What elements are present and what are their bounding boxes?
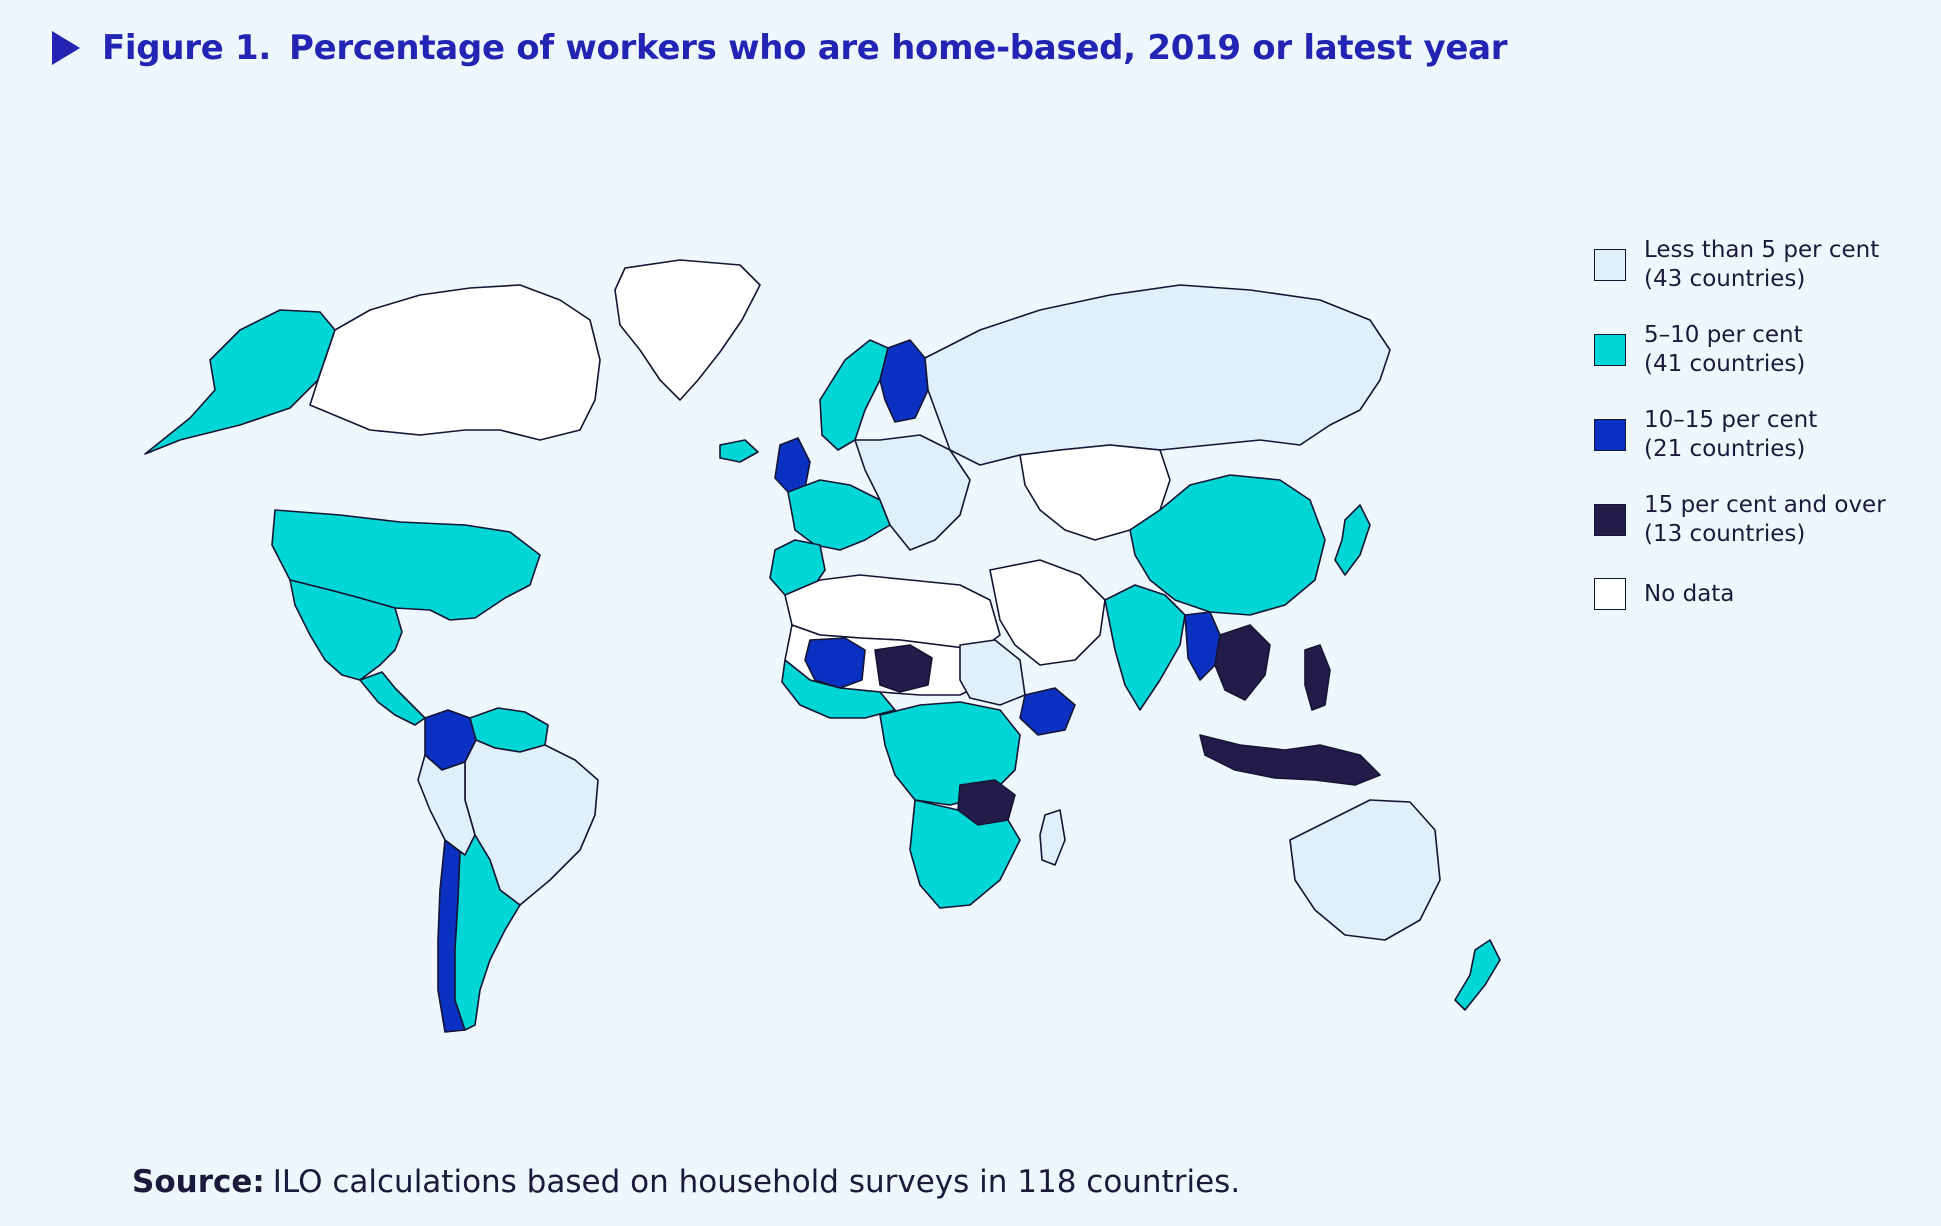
region-central-africa	[879, 701, 1021, 806]
legend-item-5-10: 5–10 per cent (41 countries)	[1594, 321, 1934, 381]
triangle-marker-icon	[52, 31, 80, 65]
region-ethiopia	[1019, 687, 1076, 736]
region-australia	[1289, 799, 1441, 941]
legend-item-10-15: 10–15 per cent (21 countries)	[1594, 406, 1934, 466]
region-western-europe	[787, 479, 891, 551]
figure-title: Figure 1. Percentage of workers who are h…	[102, 28, 1508, 68]
region-china	[1129, 474, 1326, 616]
region-new-zealand	[1454, 939, 1501, 1011]
legend-swatch	[1594, 504, 1626, 536]
legend-label: 15 per cent and over	[1644, 492, 1886, 518]
legend-item-under-5: Less than 5 per cent (43 countries)	[1594, 236, 1934, 296]
region-greenland	[614, 259, 761, 401]
region-southern-africa	[909, 799, 1021, 909]
region-argentina	[454, 834, 521, 1031]
figure-header: Figure 1. Percentage of workers who are h…	[52, 28, 1508, 68]
region-philippines	[1304, 644, 1331, 711]
legend-text: 10–15 per cent (21 countries)	[1644, 406, 1817, 464]
legend-text: 15 per cent and over (13 countries)	[1644, 491, 1886, 549]
legend-text: Less than 5 per cent (43 countries)	[1644, 236, 1879, 294]
region-indochina	[1214, 624, 1271, 701]
legend-item-no-data: No data	[1594, 576, 1934, 612]
legend-label: No data	[1644, 581, 1735, 607]
world-map	[144, 259, 1501, 1033]
source-text: ILO calculations based on household surv…	[272, 1164, 1241, 1200]
region-europe-east	[854, 434, 971, 551]
region-mali	[804, 637, 866, 689]
legend-text: No data	[1644, 580, 1734, 609]
source-label: Source:	[132, 1164, 265, 1200]
region-middle-east	[989, 559, 1106, 666]
region-japan	[1334, 504, 1371, 576]
region-madagascar	[1039, 809, 1066, 866]
region-iceland	[719, 439, 759, 463]
map-legend: Less than 5 per cent (43 countries) 5–10…	[1594, 236, 1934, 637]
region-sudan	[959, 639, 1026, 706]
legend-swatch	[1594, 249, 1626, 281]
legend-text: 5–10 per cent (41 countries)	[1644, 321, 1805, 379]
figure-title-text: Percentage of workers who are home-based…	[288, 28, 1508, 68]
legend-swatch	[1594, 419, 1626, 451]
legend-swatch	[1594, 334, 1626, 366]
region-mexico	[289, 579, 403, 681]
region-finland	[879, 339, 929, 423]
legend-count: (43 countries)	[1644, 266, 1806, 292]
region-uk-ireland	[774, 437, 811, 493]
region-indonesia	[1199, 734, 1381, 786]
region-russia	[924, 284, 1391, 466]
region-central-america	[359, 671, 426, 726]
legend-item-15-plus: 15 per cent and over (13 countries)	[1594, 491, 1934, 551]
legend-count: (13 countries)	[1644, 521, 1806, 547]
legend-label: Less than 5 per cent	[1644, 237, 1880, 263]
region-india	[1104, 584, 1186, 711]
legend-count: (41 countries)	[1644, 351, 1806, 377]
region-alaska	[144, 309, 336, 455]
legend-count: (21 countries)	[1644, 436, 1806, 462]
region-canada	[309, 284, 601, 441]
region-scandinavia	[819, 339, 889, 451]
legend-swatch	[1594, 578, 1626, 610]
region-west-africa-coast	[781, 659, 896, 719]
legend-label: 5–10 per cent	[1644, 322, 1803, 348]
region-niger	[874, 644, 933, 693]
figure-label: Figure 1.	[102, 28, 271, 68]
legend-label: 10–15 per cent	[1644, 407, 1818, 433]
source-note: Source: ILO calculations based on househo…	[132, 1164, 1240, 1200]
region-myanmar	[1184, 611, 1221, 681]
